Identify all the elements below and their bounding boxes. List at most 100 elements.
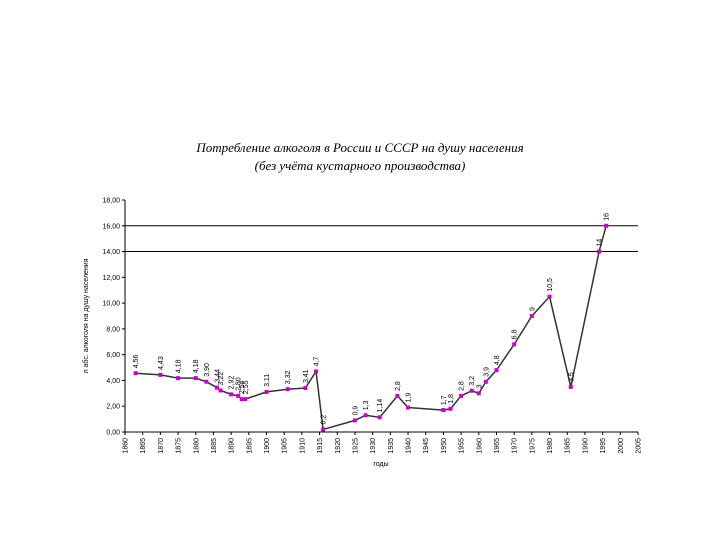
point [236, 393, 241, 398]
x-tick-label: 1975 [529, 438, 536, 454]
point [395, 393, 400, 398]
x-tick-label: 1870 [158, 438, 165, 454]
point [406, 405, 411, 410]
value-label: 1,14 [377, 399, 384, 413]
value-label: 3,5 [568, 372, 575, 382]
value-label: 3,32 [285, 370, 292, 384]
y-tick-label: 18,00 [102, 198, 120, 205]
x-tick-label: 1985 [565, 438, 572, 454]
point [494, 368, 499, 373]
point [352, 418, 357, 423]
x-tick-label: 1890 [229, 438, 236, 454]
value-label: 0,9 [352, 406, 359, 416]
x-tick-label: 2000 [618, 438, 625, 454]
x-tick-label: 1940 [406, 438, 413, 454]
y-tick-label: 0,00 [106, 430, 120, 437]
value-label: 4,18 [176, 359, 183, 373]
value-label: 3,90 [204, 363, 211, 377]
chart-title: Потребление алкоголя в России и СССР на … [195, 140, 523, 155]
value-label: 0,2 [321, 415, 328, 425]
value-label: 2,8 [395, 381, 402, 391]
x-axis-label: годы [373, 461, 388, 468]
x-tick-label: 1880 [193, 438, 200, 454]
value-label: 1,8 [448, 394, 455, 404]
value-label: 10,5 [547, 278, 554, 292]
point [377, 415, 382, 420]
point [264, 389, 269, 394]
y-tick-label: 12,00 [102, 275, 120, 282]
value-label: 1,3 [363, 400, 370, 410]
value-label: 2,55 [243, 380, 250, 394]
point [441, 408, 446, 413]
y-tick-label: 10,00 [102, 301, 120, 308]
y-tick-label: 2,00 [106, 404, 120, 411]
y-tick-label: 8,00 [106, 326, 120, 333]
point [214, 385, 219, 390]
x-tick-label: 1960 [476, 438, 483, 454]
point [193, 376, 198, 381]
point [512, 342, 517, 347]
y-tick-label: 16,00 [102, 223, 120, 230]
point [597, 249, 602, 254]
point [469, 388, 474, 393]
x-tick-label: 1930 [370, 438, 377, 454]
value-label: 3,22 [218, 372, 225, 386]
x-tick-label: 1910 [299, 438, 306, 454]
value-label: 3,9 [483, 367, 490, 377]
x-tick-label: 1900 [264, 438, 271, 454]
series-line [135, 225, 607, 431]
x-tick-label: 1875 [176, 438, 183, 454]
point [459, 393, 464, 398]
point [314, 369, 319, 374]
value-label: 4,8 [494, 355, 501, 365]
point [448, 406, 453, 411]
x-tick-label: 1950 [441, 438, 448, 454]
point [547, 294, 552, 299]
value-label: 3,2 [469, 376, 476, 386]
value-label: 4,7 [314, 357, 321, 367]
x-tick-label: 1970 [512, 438, 519, 454]
x-tick-label: 1860 [123, 438, 130, 454]
y-tick-label: 14,00 [102, 249, 120, 256]
chart-subtitle: (без учёта кустарного производства) [255, 158, 466, 173]
y-axis-label: л абс. алкоголя на душу населения [82, 258, 90, 373]
value-label: 2,80 [236, 377, 243, 391]
value-label: 4,43 [158, 356, 165, 370]
x-tick-label: 2005 [636, 438, 643, 454]
point [476, 391, 481, 396]
point [229, 392, 234, 397]
y-tick-label: 6,00 [106, 352, 120, 359]
point [604, 223, 609, 228]
value-label: 3,11 [264, 374, 271, 387]
value-label: 16 [604, 213, 611, 221]
point [483, 379, 488, 384]
point [176, 376, 181, 381]
x-tick-label: 1915 [317, 438, 324, 454]
point [243, 397, 248, 402]
point [568, 384, 573, 389]
point [529, 314, 534, 318]
value-label: 3,44 [214, 369, 221, 383]
value-label: 2,92 [229, 376, 236, 390]
point [204, 379, 209, 384]
point [321, 427, 326, 432]
x-tick-label: 1895 [246, 438, 253, 454]
x-tick-label: 1925 [352, 438, 359, 454]
value-label: 14 [597, 239, 604, 247]
value-label: 1,7 [441, 395, 448, 405]
x-tick-label: 1945 [423, 438, 430, 454]
value-label: 3,41 [303, 369, 310, 383]
value-label: 9 [529, 307, 536, 311]
point [285, 387, 290, 392]
point [303, 386, 308, 391]
x-tick-label: 1980 [547, 438, 554, 454]
x-tick-label: 1865 [140, 438, 147, 454]
x-tick-label: 1965 [494, 438, 501, 454]
y-tick-label: 4,00 [106, 378, 120, 385]
point [218, 388, 223, 393]
point [133, 371, 138, 376]
x-tick-label: 1920 [335, 438, 342, 454]
value-label: 6,8 [512, 330, 519, 340]
